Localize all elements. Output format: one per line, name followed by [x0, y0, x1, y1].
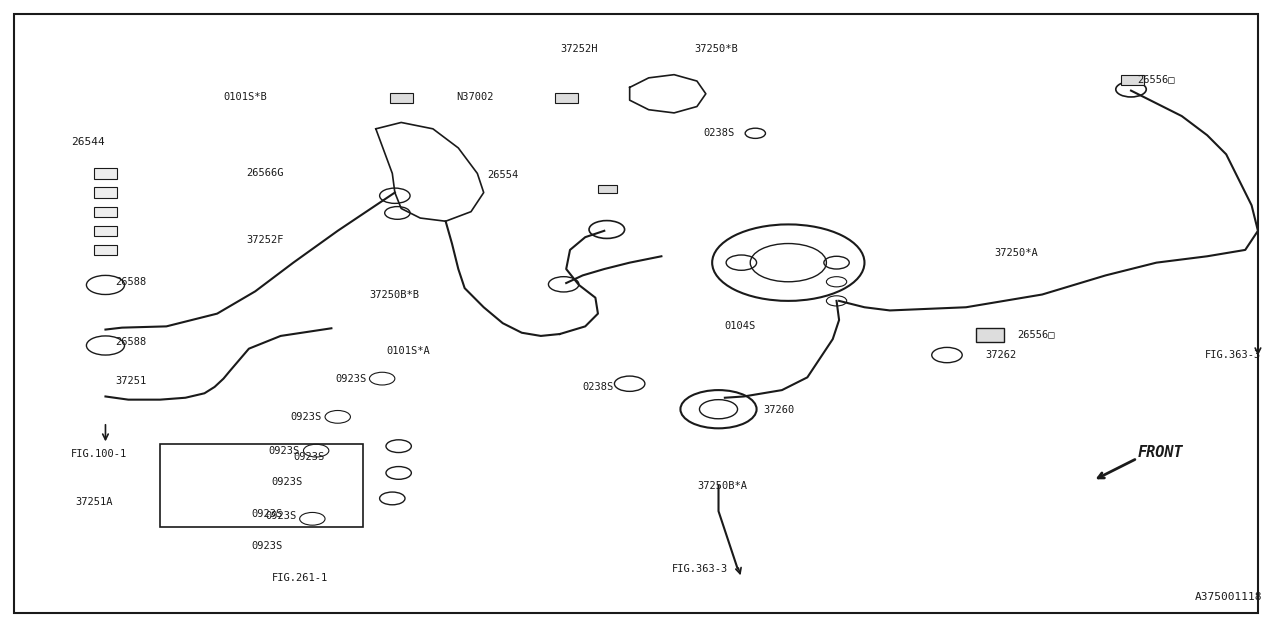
Text: FIG.261-1: FIG.261-1 [271, 573, 328, 583]
Text: 37260: 37260 [763, 406, 794, 415]
Bar [93, 207, 116, 217]
Text: 26566G: 26566G [246, 168, 284, 179]
Text: 37251: 37251 [115, 376, 147, 385]
Text: 0923S: 0923S [291, 412, 323, 422]
Bar [390, 93, 412, 103]
Text: 37252F: 37252F [246, 236, 284, 245]
Text: N37002: N37002 [456, 92, 493, 102]
Text: 0923S: 0923S [251, 541, 283, 551]
Text: 0238S: 0238S [582, 382, 614, 392]
Bar [93, 245, 116, 255]
Text: 37251A: 37251A [76, 497, 113, 507]
Text: 0923S: 0923S [335, 374, 366, 383]
Text: 0923S: 0923S [271, 477, 303, 488]
Text: 37252H: 37252H [559, 44, 598, 54]
Bar [93, 168, 116, 179]
Text: FIG.363-3: FIG.363-3 [672, 563, 728, 573]
Bar [93, 226, 116, 236]
Text: 0923S: 0923S [293, 452, 325, 462]
Text: 0101S*A: 0101S*A [387, 346, 430, 356]
Text: 37250*A: 37250*A [995, 248, 1038, 258]
Text: 26588: 26588 [115, 337, 147, 348]
Bar [598, 185, 617, 193]
Text: 0923S: 0923S [265, 511, 297, 521]
Text: 37262: 37262 [986, 350, 1016, 360]
Text: 0923S: 0923S [251, 509, 283, 519]
Bar [554, 93, 577, 103]
Bar [160, 444, 364, 527]
Text: 26544: 26544 [72, 136, 105, 147]
Bar [93, 188, 116, 198]
Text: A375001118: A375001118 [1194, 592, 1262, 602]
Text: 0104S: 0104S [724, 321, 756, 332]
Text: 0923S: 0923S [268, 445, 300, 456]
Text: 26556□: 26556□ [1016, 329, 1055, 339]
Text: 37250B*B: 37250B*B [370, 289, 420, 300]
Text: 26556□: 26556□ [1138, 74, 1175, 84]
Text: 37250B*A: 37250B*A [696, 481, 748, 491]
Text: 0101S*B: 0101S*B [224, 92, 268, 102]
Text: FIG.363-3: FIG.363-3 [1204, 350, 1261, 360]
Text: FIG.100-1: FIG.100-1 [72, 449, 128, 459]
Bar [977, 328, 1004, 342]
Text: FRONT: FRONT [1138, 445, 1183, 460]
Text: 26588: 26588 [115, 276, 147, 287]
Bar [1121, 75, 1144, 85]
Text: 26554: 26554 [488, 170, 518, 180]
Text: 37250*B: 37250*B [694, 44, 739, 54]
Text: 0238S: 0238S [703, 128, 735, 138]
